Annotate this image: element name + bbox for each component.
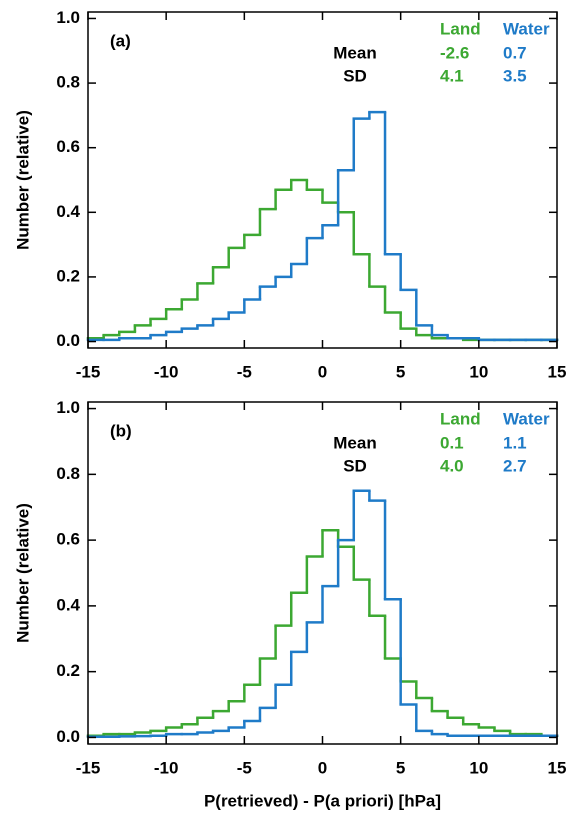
- y-tick-label: 0.6: [56, 530, 80, 549]
- y-tick-label: 0.8: [56, 464, 80, 483]
- x-tick-label: -10: [154, 362, 179, 381]
- y-axis-label: Number (relative): [13, 110, 32, 250]
- x-tick-label: -10: [154, 758, 179, 777]
- x-tick-label: 15: [548, 758, 567, 777]
- x-tick-label: 0: [318, 758, 327, 777]
- stat-value: 4.0: [440, 456, 464, 475]
- y-tick-label: 1.0: [56, 8, 80, 27]
- x-tick-label: 10: [469, 362, 488, 381]
- y-tick-label: 0.2: [56, 266, 80, 285]
- y-tick-label: 0.6: [56, 137, 80, 156]
- legend-entry: Land: [440, 409, 481, 428]
- x-tick-label: 5: [396, 758, 405, 777]
- x-tick-label: -5: [237, 758, 252, 777]
- y-tick-label: 0.2: [56, 661, 80, 680]
- stat-value: -2.6: [440, 43, 469, 62]
- y-tick-label: 0.4: [56, 595, 80, 614]
- stat-value: 2.7: [503, 456, 527, 475]
- stat-value: 1.1: [503, 433, 527, 452]
- stat-label: Mean: [333, 43, 376, 62]
- x-tick-label: 0: [318, 362, 327, 381]
- legend-entry: Land: [440, 19, 481, 38]
- stat-value: 3.5: [503, 66, 527, 85]
- x-axis-label: P(retrieved) - P(a priori) [hPa]: [204, 791, 441, 810]
- x-tick-label: 5: [396, 362, 405, 381]
- y-tick-label: 0.4: [56, 202, 80, 221]
- x-tick-label: -15: [76, 362, 101, 381]
- y-tick-label: 0.0: [56, 727, 80, 746]
- y-axis-label: Number (relative): [13, 503, 32, 643]
- stat-label: SD: [343, 66, 367, 85]
- panel-label: (a): [110, 31, 131, 50]
- y-tick-label: 0.0: [56, 331, 80, 350]
- x-tick-label: -15: [76, 758, 101, 777]
- x-tick-label: 15: [548, 362, 567, 381]
- stat-label: SD: [343, 456, 367, 475]
- x-tick-label: -5: [237, 362, 252, 381]
- stat-value: 4.1: [440, 66, 464, 85]
- plot-frame: [87, 11, 558, 349]
- stat-label: Mean: [333, 433, 376, 452]
- y-tick-label: 0.8: [56, 73, 80, 92]
- y-tick-label: 1.0: [56, 398, 80, 417]
- panel-label: (b): [110, 421, 132, 440]
- legend-entry: Water: [503, 19, 550, 38]
- stat-value: 0.7: [503, 43, 527, 62]
- x-tick-label: 10: [469, 758, 488, 777]
- stat-value: 0.1: [440, 433, 464, 452]
- legend-entry: Water: [503, 409, 550, 428]
- plot-frame: [87, 401, 558, 745]
